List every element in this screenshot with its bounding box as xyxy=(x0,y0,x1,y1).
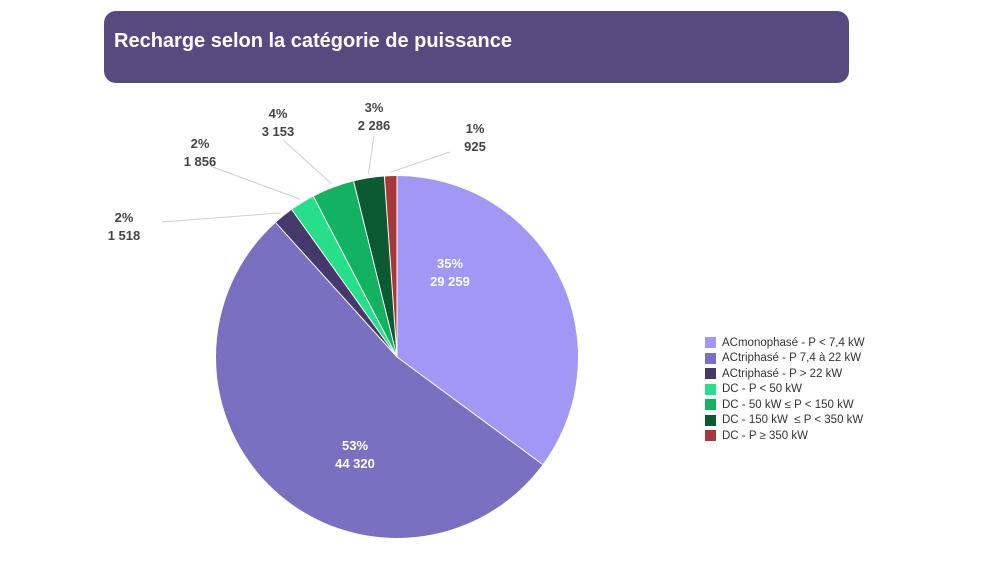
slice-separator xyxy=(353,181,398,358)
pie-slice xyxy=(313,181,397,357)
legend-label: ACtriphasé - P > 22 kW xyxy=(722,367,843,380)
legend-item: DC - 150 kW ≤ P < 350 kW xyxy=(705,413,865,429)
legend-item: ACtriphasé - P 7,4 à 22 kW xyxy=(705,351,865,367)
legend-swatch xyxy=(705,399,716,411)
slice-percent-label: 35% xyxy=(437,256,463,271)
leader-line xyxy=(161,212,282,223)
legend-item: ACmonophasé - P < 7,4 kW xyxy=(705,335,865,351)
pie-slice xyxy=(397,176,579,465)
slice-separator xyxy=(291,209,398,358)
slice-separator xyxy=(396,356,543,465)
legend-label: DC - P < 50 kW xyxy=(722,383,802,396)
legend-label: DC - 50 kW ≤ P < 150 kW xyxy=(722,398,854,411)
slice-value-label: 1 856 xyxy=(184,154,217,169)
legend-item: ACtriphasé - P > 22 kW xyxy=(705,366,865,382)
chart-title: Recharge selon la catégorie de puissance xyxy=(114,29,512,52)
legend-label: ACtriphasé - P 7,4 à 22 kW xyxy=(722,352,862,365)
leader-line xyxy=(282,139,332,185)
slice-value-label: 2 286 xyxy=(358,118,391,133)
leader-line xyxy=(390,151,451,173)
leader-line xyxy=(367,135,375,175)
slice-separator xyxy=(383,176,398,358)
slice-percent-label: 3% xyxy=(365,100,384,115)
slice-percent-label: 2% xyxy=(191,136,210,151)
legend-item: DC - 50 kW ≤ P < 150 kW xyxy=(705,397,865,413)
slice-value-label: 925 xyxy=(464,139,486,154)
pie-slice xyxy=(291,196,397,357)
slice-percent-label: 4% xyxy=(269,106,288,121)
legend-swatch xyxy=(705,430,716,442)
legend-swatch xyxy=(705,368,716,380)
slice-value-label: 29 259 xyxy=(430,274,470,289)
slice-percent-label: 53% xyxy=(342,438,368,453)
pie-slice xyxy=(216,222,543,538)
slice-separator xyxy=(312,196,398,358)
legend-label: DC - 150 kW ≤ P < 350 kW xyxy=(722,414,864,427)
legend-swatch xyxy=(705,337,716,349)
legend-swatch xyxy=(705,414,716,426)
legend-item: DC - P < 50 kW xyxy=(705,382,865,398)
slice-value-label: 3 153 xyxy=(262,124,295,139)
pie-slice xyxy=(275,209,397,357)
legend-swatch xyxy=(705,352,716,364)
legend-label: ACmonophasé - P < 7,4 kW xyxy=(722,336,865,349)
legend-label: DC - P ≥ 350 kW xyxy=(722,429,808,442)
legend-swatch xyxy=(705,383,716,395)
chart-legend: ACmonophasé - P < 7,4 kW ACtriphasé - P 7… xyxy=(705,335,865,444)
slice-percent-label: 1% xyxy=(466,121,485,136)
leader-line xyxy=(209,165,301,200)
title-banner: Recharge selon la catégorie de puissance xyxy=(104,11,849,83)
legend-item: DC - P ≥ 350 kW xyxy=(705,428,865,444)
slice-separator xyxy=(275,222,398,358)
slice-value-label: 44 320 xyxy=(335,456,375,471)
slice-value-label: 1 518 xyxy=(108,228,141,243)
slice-percent-label: 2% xyxy=(115,210,134,225)
